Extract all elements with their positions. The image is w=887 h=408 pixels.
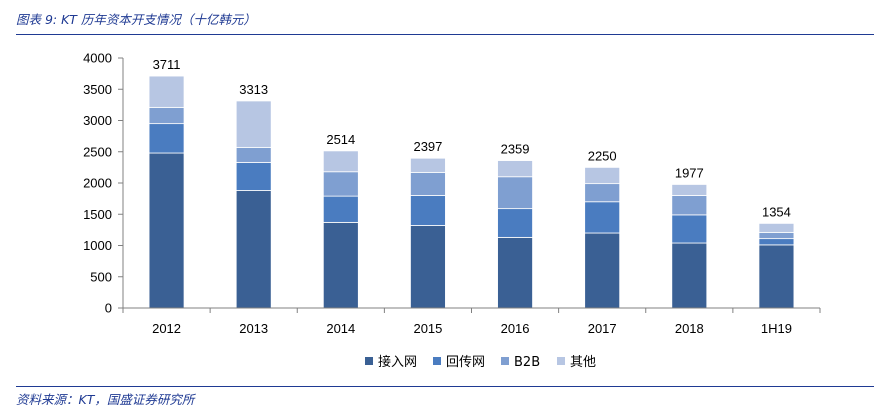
x-tick-label-2018: 2018 — [675, 321, 704, 336]
figure-source: 资料来源：KT，国盛证券研究所 — [16, 392, 195, 407]
bar-segment-2018-1 — [671, 214, 708, 244]
x-tick-label-2015: 2015 — [413, 321, 442, 336]
bar-segment-2012-2 — [148, 106, 185, 125]
total-label-2017: 2250 — [588, 148, 617, 163]
x-tick-label-2013: 2013 — [239, 321, 268, 336]
x-tick-label-1H19: 1H19 — [761, 321, 792, 336]
bar-segment-2018-0 — [671, 242, 708, 309]
bar-segment-2015-0 — [410, 225, 446, 309]
bar-segment-2015-3 — [410, 157, 446, 173]
total-label-2013: 3313 — [239, 82, 268, 97]
y-tick-label-2500: 2500 — [83, 144, 112, 159]
bar-segment-2016-0 — [497, 236, 533, 309]
legend-label-1: 回传网 — [446, 355, 485, 370]
bar-segment-2018-3 — [671, 184, 708, 196]
bar-segment-2014-1 — [322, 195, 359, 223]
bar-segment-2017-3 — [584, 166, 621, 185]
total-label-2015: 2397 — [413, 139, 442, 154]
data-label-layer: 3711 3313 2514 2397 2359 2250 1977 1354 — [153, 57, 791, 219]
legend-swatch-3 — [557, 357, 565, 365]
y-tick-label-0: 0 — [105, 301, 112, 316]
legend: 接入网 回传网 B2B 其他 — [365, 354, 596, 370]
total-label-2016: 2359 — [501, 142, 530, 157]
figure-title: 图表 9: KT 历年资本开支情况（十亿韩元） — [16, 12, 256, 27]
bar-segment-2014-0 — [322, 221, 359, 309]
y-tick-label-1000: 1000 — [83, 238, 112, 253]
bar-segment-2016-1 — [497, 208, 533, 238]
legend-swatch-2 — [501, 357, 509, 365]
bar-segment-2018-2 — [671, 195, 708, 216]
legend-swatch-0 — [365, 357, 373, 365]
bar-segment-2013-3 — [235, 100, 272, 148]
total-label-2014: 2514 — [326, 132, 355, 147]
bar-segment-1H19-3 — [758, 222, 795, 233]
source-rule — [16, 386, 874, 387]
bar-segment-2013-2 — [235, 146, 272, 163]
bar-segment-2017-0 — [584, 232, 621, 309]
title-rule — [16, 34, 874, 35]
bar-segment-2014-2 — [322, 171, 359, 197]
bar-segment-2012-0 — [148, 152, 185, 309]
bar-segment-2015-1 — [410, 195, 446, 226]
x-tick-label-2014: 2014 — [326, 321, 355, 336]
bar-segment-2016-2 — [497, 176, 533, 210]
axes-layer: 2012 2013 2014 2015 2016 2017 2018 1H19 0 500 1000… — [83, 51, 821, 336]
bar-segment-2017-2 — [584, 183, 621, 203]
legend-swatch-1 — [433, 357, 441, 365]
bar-segment-2013-1 — [235, 161, 272, 191]
bar-segment-2015-2 — [410, 171, 446, 196]
bar-segment-1H19-2 — [758, 231, 795, 240]
legend-label-2: B2B — [514, 355, 540, 370]
bar-segment-2012-3 — [148, 75, 185, 108]
y-tick-label-500: 500 — [90, 269, 112, 284]
y-tick-label-1500: 1500 — [83, 207, 112, 222]
total-label-2012: 3711 — [153, 57, 181, 72]
x-tick-label-2017: 2017 — [588, 321, 617, 336]
bar-segment-1H19-0 — [758, 244, 795, 309]
legend-label-3: 其他 — [570, 355, 596, 370]
bar-segment-1H19-1 — [758, 238, 795, 246]
x-tick-label-2012: 2012 — [152, 321, 181, 336]
bar-segment-2012-1 — [148, 123, 185, 154]
bar-segment-2014-3 — [322, 150, 359, 173]
bar-segment-2013-0 — [235, 190, 272, 309]
y-tick-label-2000: 2000 — [83, 176, 112, 191]
bar-layer — [148, 75, 795, 309]
total-label-1H19: 1354 — [762, 204, 791, 219]
bar-segment-2016-3 — [497, 160, 533, 178]
y-tick-label-3500: 3500 — [83, 82, 112, 97]
legend-label-0: 接入网 — [378, 354, 417, 370]
y-tick-label-4000: 4000 — [83, 51, 112, 66]
total-label-2018: 1977 — [675, 165, 704, 180]
x-tick-label-2016: 2016 — [501, 321, 530, 336]
y-tick-label-3000: 3000 — [83, 113, 112, 128]
bar-segment-2017-1 — [584, 201, 621, 234]
